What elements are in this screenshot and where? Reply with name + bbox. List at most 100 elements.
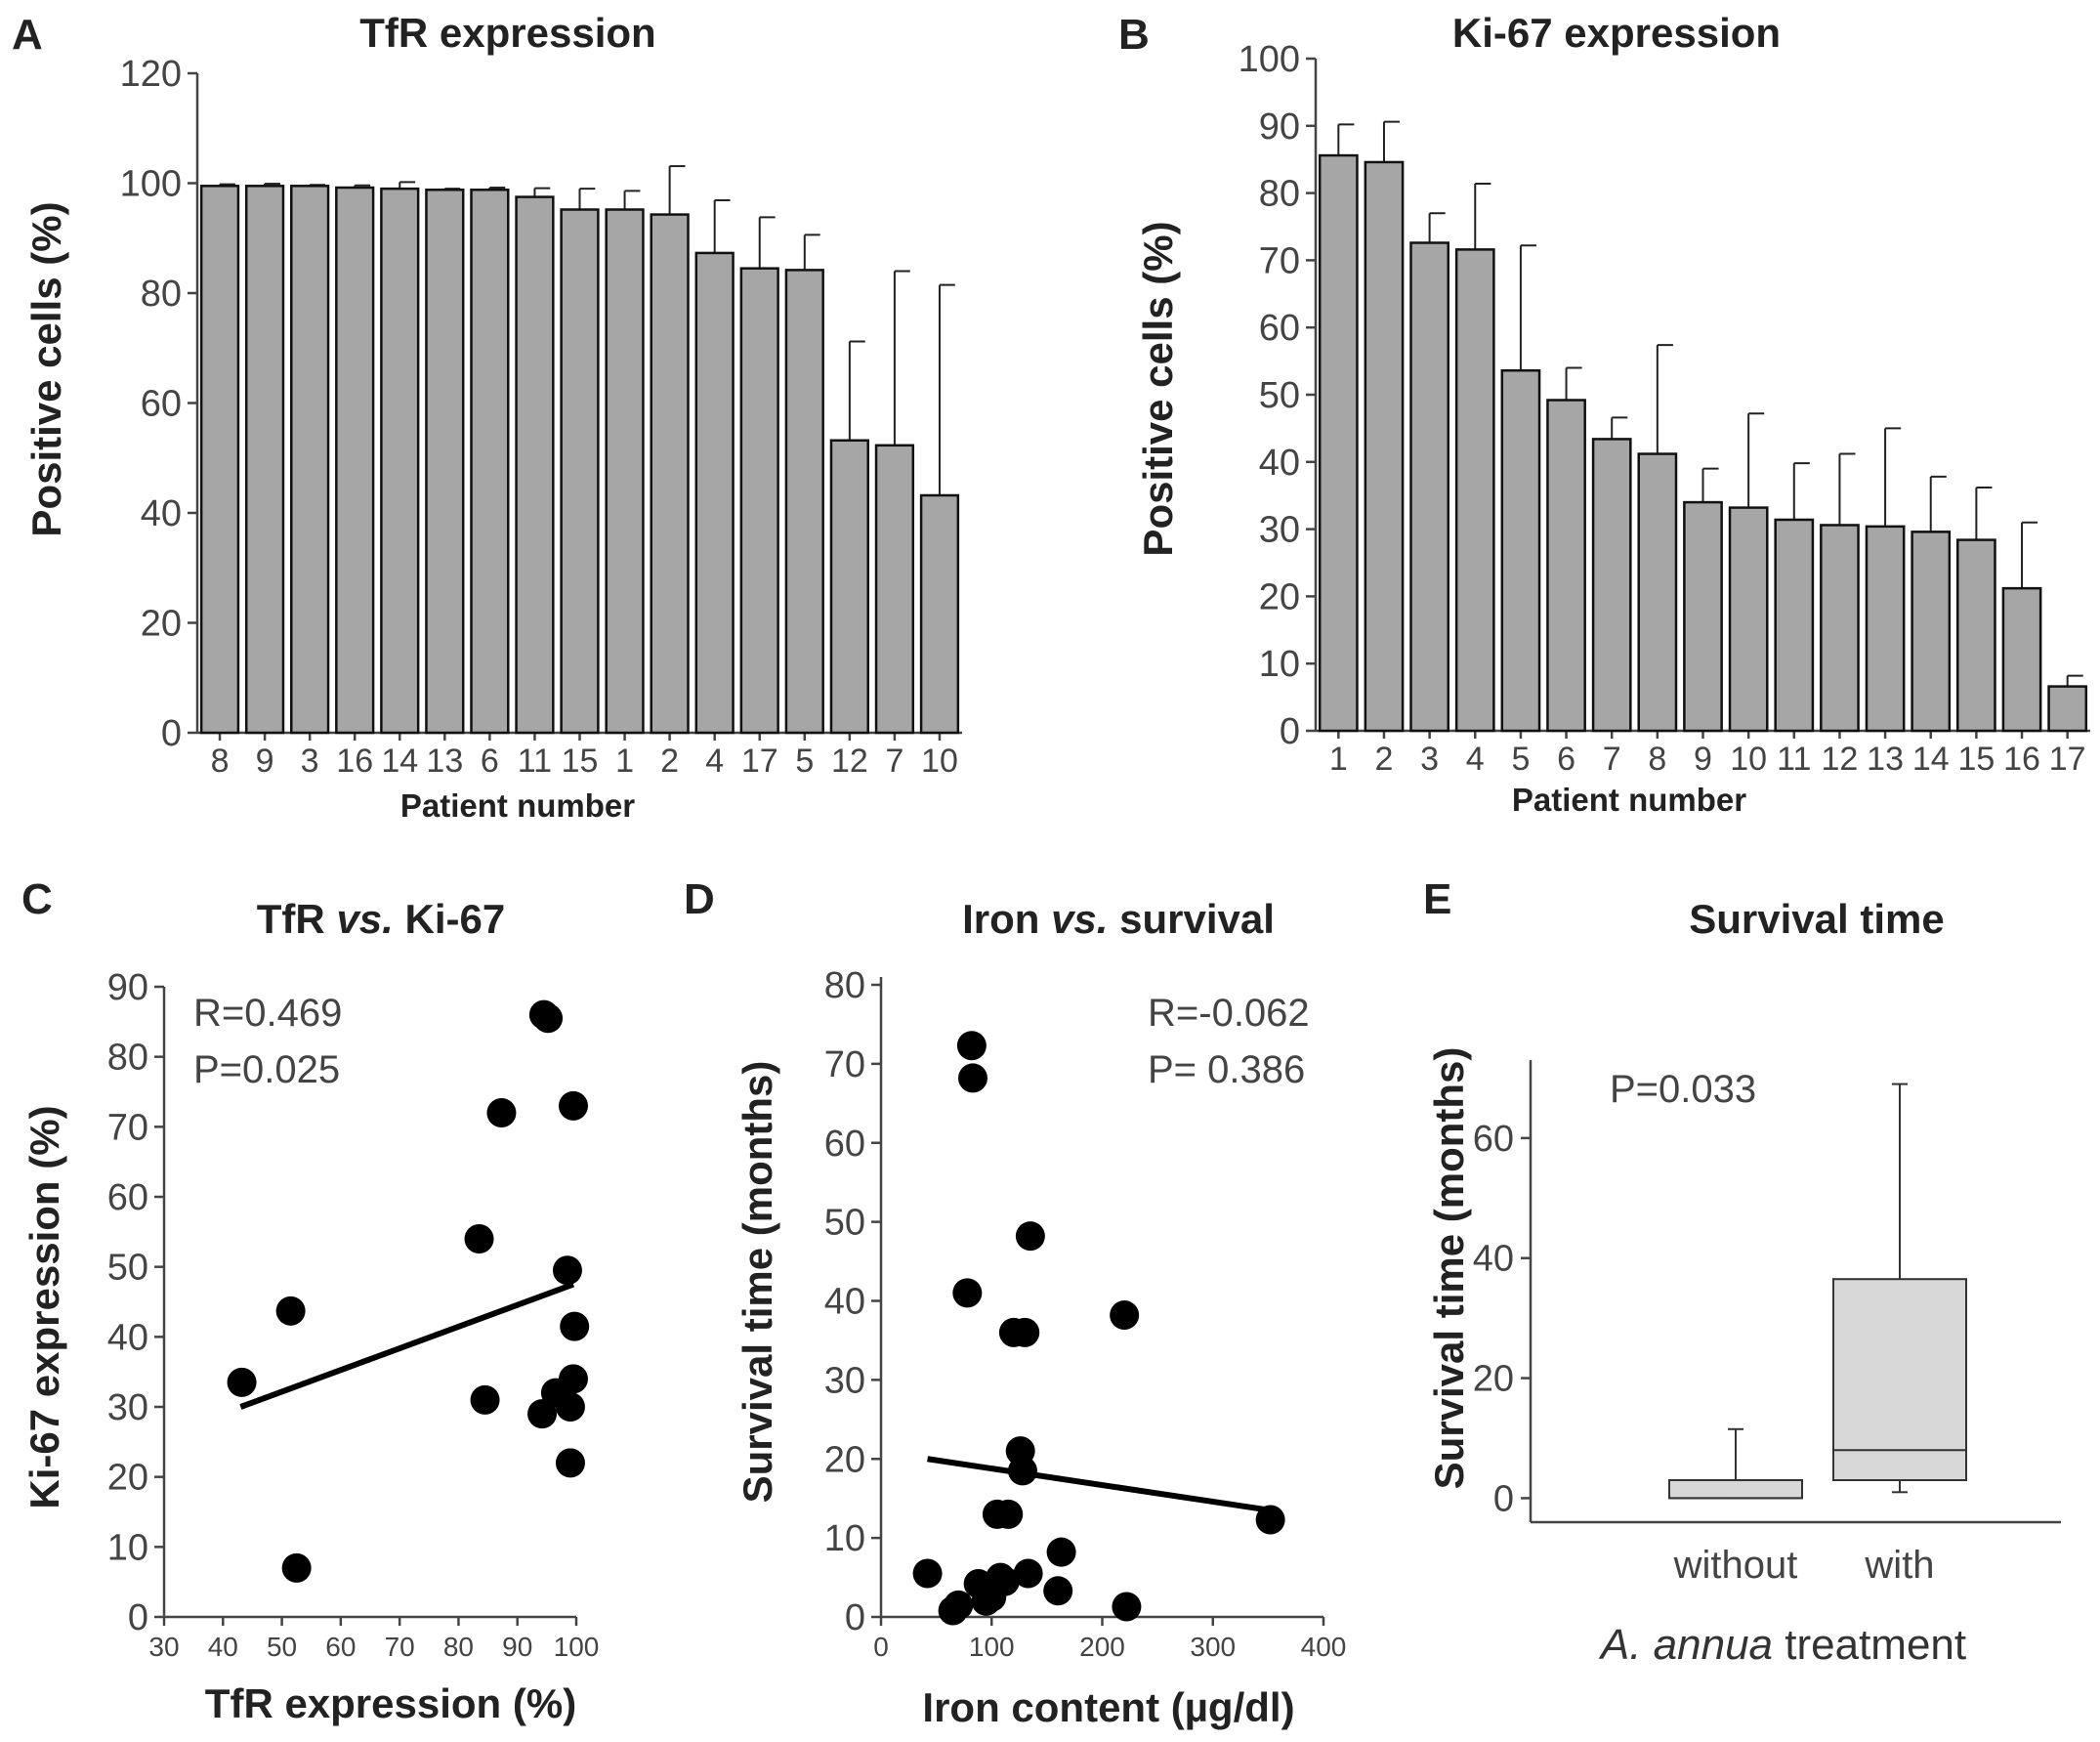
panel-d-title-italic: vs. xyxy=(1051,896,1108,942)
data-point xyxy=(1110,1300,1140,1331)
data-point xyxy=(912,1558,943,1589)
panel-d-points xyxy=(912,1031,1285,1626)
panel-c: C TfR vs. Ki-67 Ki-67 expression (%) TfR… xyxy=(21,875,599,1726)
y-tick-label: 100 xyxy=(1239,39,1300,80)
bar xyxy=(1774,518,1815,733)
y-tick-label: 30 xyxy=(107,1387,148,1428)
panel-c-title-suffix: Ki-67 xyxy=(405,896,506,942)
bar xyxy=(1911,531,1952,733)
y-tick-label: 70 xyxy=(107,1107,148,1148)
data-point xyxy=(552,1255,582,1286)
panel-d-p-value: P= 0.386 xyxy=(1148,1048,1305,1091)
data-point xyxy=(470,1384,500,1415)
panel-e-ticks: 0 20 40 60 without with xyxy=(1473,1119,1935,1587)
data-point xyxy=(281,1552,312,1583)
bar xyxy=(1364,160,1405,733)
bar xyxy=(694,251,735,735)
data-point xyxy=(464,1224,494,1253)
data-point xyxy=(533,1003,564,1034)
y-tick-label: 40 xyxy=(1473,1239,1514,1280)
panel-c-letter: C xyxy=(21,875,53,923)
data-point xyxy=(1010,1317,1040,1347)
x-tick-label: 100 xyxy=(554,1632,600,1662)
x-tick-label: 1 xyxy=(615,743,634,780)
x-tick-label: 3 xyxy=(301,743,319,780)
y-tick-label: 80 xyxy=(824,965,865,1006)
x-tick-label: 80 xyxy=(443,1632,474,1662)
bar xyxy=(1318,153,1359,733)
panel-a-error-bars xyxy=(219,165,955,495)
y-tick-label: 100 xyxy=(120,164,182,205)
x-tick-label: 30 xyxy=(148,1632,179,1662)
y-tick-label: 60 xyxy=(141,384,182,425)
bar xyxy=(605,208,645,735)
y-tick-label: 10 xyxy=(824,1518,865,1559)
panel-e-x-axis-label-italic: A. annua xyxy=(1598,1621,1773,1669)
x-tick-label: 11 xyxy=(518,743,552,780)
x-tick-label: 60 xyxy=(325,1632,356,1662)
y-tick-label: 60 xyxy=(1473,1119,1514,1160)
bar xyxy=(829,439,869,735)
y-tick-label: 20 xyxy=(1473,1359,1514,1400)
panel-e-y-axis-label: Survival time (months) xyxy=(1426,1047,1472,1490)
panel-a-title: TfR expression xyxy=(359,10,655,56)
x-tick-label: 11 xyxy=(1777,741,1811,778)
bar xyxy=(2001,586,2042,733)
panel-b-bars xyxy=(1318,153,2088,733)
y-tick-label: 50 xyxy=(107,1248,148,1289)
y-tick-label: 80 xyxy=(141,274,182,315)
y-tick-label: 40 xyxy=(824,1282,865,1323)
y-tick-label: 30 xyxy=(824,1360,865,1401)
x-tick-label: 9 xyxy=(1694,741,1712,778)
x-tick-label: 2 xyxy=(660,743,679,780)
data-point xyxy=(1046,1537,1076,1567)
data-point xyxy=(1255,1505,1285,1535)
y-tick-label: 40 xyxy=(107,1317,148,1358)
bar xyxy=(335,186,375,735)
bar xyxy=(380,187,420,735)
panel-d-title-prefix: Iron xyxy=(962,896,1039,942)
bar xyxy=(1956,538,1996,733)
x-tick-label: 8 xyxy=(1648,741,1666,778)
panel-d-ticks: 0 10 20 30 40 50 60 70 80 0 100 200 300 400 xyxy=(824,965,1347,1662)
y-tick-label: 60 xyxy=(1259,308,1300,349)
panel-e-letter: E xyxy=(1423,875,1451,923)
bar xyxy=(425,189,465,735)
x-tick-label: 12 xyxy=(1822,741,1859,778)
x-tick-label: 5 xyxy=(795,743,814,780)
x-tick-label: 400 xyxy=(1301,1632,1347,1662)
x-tick-label: 8 xyxy=(211,743,230,780)
panel-e-x-axis-label-rest: treatment xyxy=(1773,1621,1966,1669)
data-point xyxy=(1043,1576,1073,1606)
x-tick-label: 17 xyxy=(2049,741,2086,778)
y-tick-label: 20 xyxy=(1259,576,1300,617)
x-tick-label: 4 xyxy=(1466,741,1485,778)
y-tick-label: 30 xyxy=(1259,510,1300,551)
data-point xyxy=(1007,1456,1037,1486)
panel-a-x-axis-label: Patient number xyxy=(400,787,635,824)
bar xyxy=(874,444,915,735)
bar xyxy=(199,185,240,735)
box xyxy=(1832,1278,1967,1481)
bar xyxy=(560,208,600,735)
regression-line xyxy=(239,1281,575,1410)
x-tick-label: 4 xyxy=(705,743,724,780)
panel-c-title-prefix: TfR xyxy=(257,896,325,942)
panel-e: E Survival time Survival time (months) A… xyxy=(1423,875,2061,1669)
panel-c-ticks: 0 10 20 30 40 50 60 70 80 90 30 40 50 60 70 80 90 100 xyxy=(107,967,600,1662)
bar xyxy=(1728,506,1769,733)
y-tick-label: 20 xyxy=(107,1458,148,1499)
data-point xyxy=(527,1399,558,1429)
bar xyxy=(1820,524,1860,733)
bar xyxy=(739,267,779,735)
x-tick-label: 15 xyxy=(562,743,599,780)
panel-d-letter: D xyxy=(684,875,715,923)
y-tick-label: 10 xyxy=(1259,644,1300,685)
panel-c-r-value: R=0.469 xyxy=(193,992,342,1035)
x-tick-label: 14 xyxy=(381,743,418,780)
x-tick-label: 3 xyxy=(1420,741,1439,778)
y-tick-label: 0 xyxy=(128,1597,148,1638)
x-tick-label: 13 xyxy=(426,743,463,780)
y-tick-label: 120 xyxy=(120,54,182,95)
regression-line xyxy=(927,1456,1272,1513)
